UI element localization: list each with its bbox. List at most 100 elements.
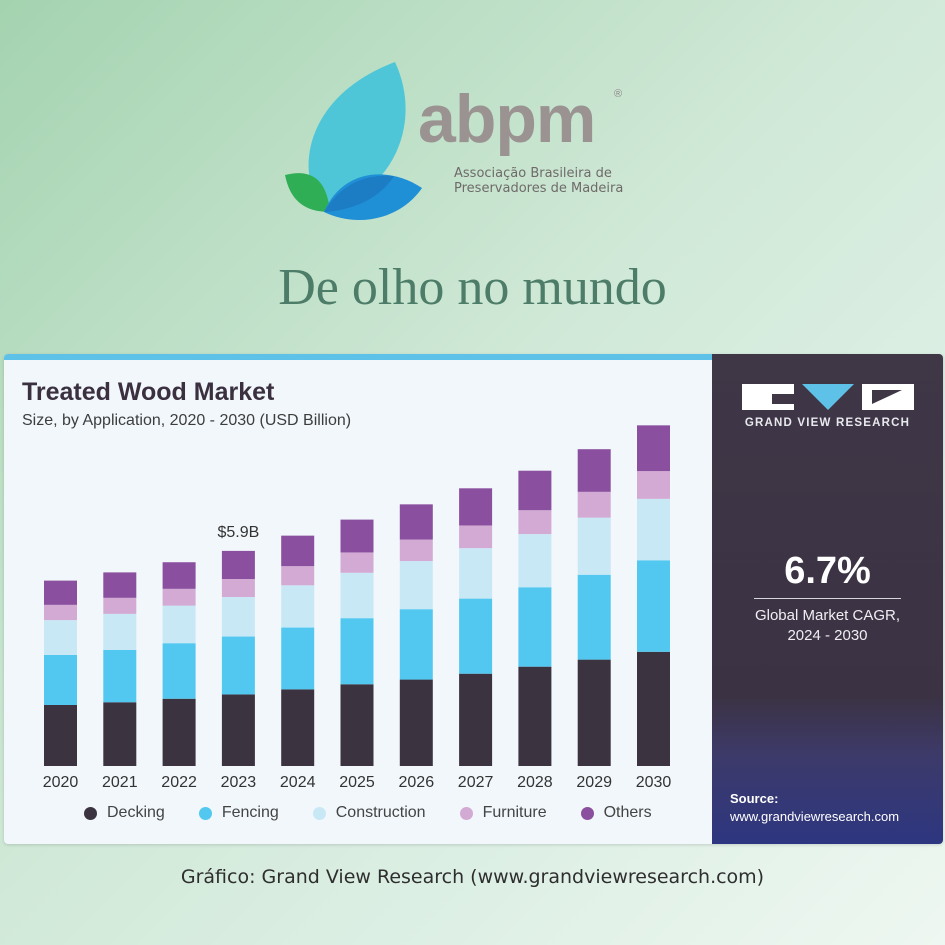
x-tick-label: 2020 — [43, 774, 79, 791]
legend-swatch — [84, 806, 97, 820]
bar-furniture-2023 — [221, 579, 255, 598]
brand-subtitle-line2: Preservadores de Madeira — [454, 181, 624, 196]
legend-label: Construction — [335, 804, 426, 821]
legend-swatch — [580, 806, 594, 820]
bar-others-2025 — [340, 519, 374, 553]
x-tick-label: 2027 — [458, 774, 494, 791]
brand-subtitle-line1: Associação Brasileira de — [454, 166, 612, 181]
legend-item-decking: Decking — [84, 804, 165, 822]
bar-others-2030 — [637, 425, 670, 472]
bar-fencing-2029 — [577, 574, 611, 660]
cagr-label-line2: 2024 - 2030 — [787, 627, 868, 644]
bar-others-2026 — [399, 504, 433, 540]
gvr-logo-icon — [742, 384, 914, 410]
x-tick-label: 2029 — [576, 774, 612, 791]
x-tick-label: 2028 — [517, 774, 553, 791]
bar-fencing-2025 — [340, 618, 374, 685]
bar-fencing-2021 — [103, 649, 137, 703]
bar-decking-2022 — [162, 698, 196, 766]
bar-construction-2020 — [44, 620, 77, 655]
cagr-divider — [754, 598, 901, 599]
legend-item-furniture: Furniture — [459, 804, 547, 822]
bar-others-2029 — [577, 449, 611, 492]
chart-title: Treated Wood Market — [22, 378, 275, 406]
legend-item-others: Others — [580, 804, 652, 822]
legend-label: Others — [603, 804, 652, 821]
x-tick-label: 2022 — [161, 774, 197, 791]
bar-others-2023 — [221, 550, 255, 580]
chart-subtitle: Size, by Application, 2020 - 2030 (USD B… — [22, 412, 352, 429]
x-tick-label: 2030 — [636, 774, 672, 791]
legend-swatch — [312, 806, 326, 820]
bar-annotation-label: $5.9B — [217, 524, 259, 541]
legend-label: Furniture — [482, 804, 547, 821]
bar-others-2024 — [281, 535, 315, 567]
bar-furniture-2024 — [281, 566, 315, 586]
bar-construction-2021 — [103, 613, 137, 650]
bar-furniture-2027 — [459, 525, 493, 549]
bar-construction-2028 — [518, 534, 552, 588]
legend-label: Decking — [107, 804, 165, 821]
brand-name: abpm — [418, 81, 596, 157]
legend-item-fencing: Fencing — [198, 804, 279, 822]
source-url[interactable]: www.grandviewresearch.com — [730, 809, 900, 824]
gvr-logo-text: GRAND VIEW RESEARCH — [744, 417, 911, 429]
bar-furniture-2030 — [637, 471, 670, 499]
x-tick-label: 2026 — [399, 774, 435, 791]
bar-others-2028 — [518, 470, 552, 511]
bar-fencing-2027 — [459, 598, 493, 674]
x-tick-label: 2023 — [221, 774, 257, 791]
bar-fencing-2030 — [637, 560, 670, 652]
bar-construction-2022 — [162, 605, 196, 644]
bar-construction-2029 — [577, 517, 611, 575]
bar-decking-2030 — [637, 651, 670, 766]
chart-legend: Decking Fencing Construction Furniture Other… — [84, 804, 686, 822]
bar-construction-2026 — [399, 561, 433, 610]
bar-furniture-2022 — [162, 588, 196, 606]
bar-construction-2027 — [459, 548, 493, 599]
bar-construction-2030 — [637, 498, 670, 561]
bar-furniture-2025 — [340, 552, 374, 573]
bar-decking-2020 — [44, 704, 77, 766]
legend-swatch — [198, 806, 212, 820]
card-accent-line — [4, 354, 712, 360]
x-tick-label: 2021 — [102, 774, 138, 791]
bar-decking-2025 — [340, 684, 374, 766]
x-tick-label: 2024 — [280, 774, 316, 791]
side-panel: GRAND VIEW RESEARCH 6.7% Global Market C… — [712, 354, 943, 844]
abpm-logo: abpm ® Associação Brasileira de Preserva… — [282, 60, 642, 235]
bar-fencing-2026 — [399, 609, 433, 680]
bar-furniture-2026 — [399, 539, 433, 562]
bar-fencing-2028 — [518, 587, 552, 667]
chart-card: Treated Wood Market Size, by Application… — [4, 354, 943, 844]
bar-fencing-2020 — [44, 654, 77, 705]
bar-decking-2026 — [399, 679, 433, 766]
bar-decking-2027 — [459, 673, 493, 766]
legend-swatch — [459, 806, 473, 820]
bar-fencing-2022 — [162, 643, 196, 699]
bar-others-2020 — [44, 580, 77, 605]
x-tick-label: 2025 — [339, 774, 375, 791]
bar-furniture-2029 — [577, 491, 611, 518]
source-title: Source: — [730, 791, 779, 806]
cagr-label: Global Market CAGR, 2024 - 2030 — [712, 606, 943, 646]
bar-others-2027 — [459, 488, 493, 526]
leaf-logo-icon — [285, 62, 422, 220]
stacked-bar-chart: 2020 2021 2022 2023 2024 2025 2026 2027 2028 2029… — [43, 425, 672, 791]
bar-fencing-2024 — [281, 627, 315, 690]
bar-construction-2025 — [340, 572, 374, 619]
bar-furniture-2028 — [518, 510, 552, 535]
legend-label: Fencing — [221, 804, 279, 821]
bar-decking-2028 — [518, 666, 552, 766]
bar-fencing-2023 — [221, 636, 255, 695]
legend-item-construction: Construction — [312, 804, 426, 822]
bar-decking-2021 — [103, 702, 137, 766]
bar-decking-2029 — [577, 659, 611, 766]
bar-construction-2024 — [281, 585, 315, 628]
brand-subtitle: Associação Brasileira de Preservadores d… — [454, 166, 654, 196]
cagr-value: 6.7% — [784, 550, 871, 592]
bar-furniture-2021 — [103, 597, 137, 614]
figure-caption: Gráfico: Grand View Research (www.grandv… — [180, 866, 765, 888]
bar-others-2022 — [162, 562, 196, 589]
cagr-label-line1: Global Market CAGR, — [754, 607, 901, 624]
